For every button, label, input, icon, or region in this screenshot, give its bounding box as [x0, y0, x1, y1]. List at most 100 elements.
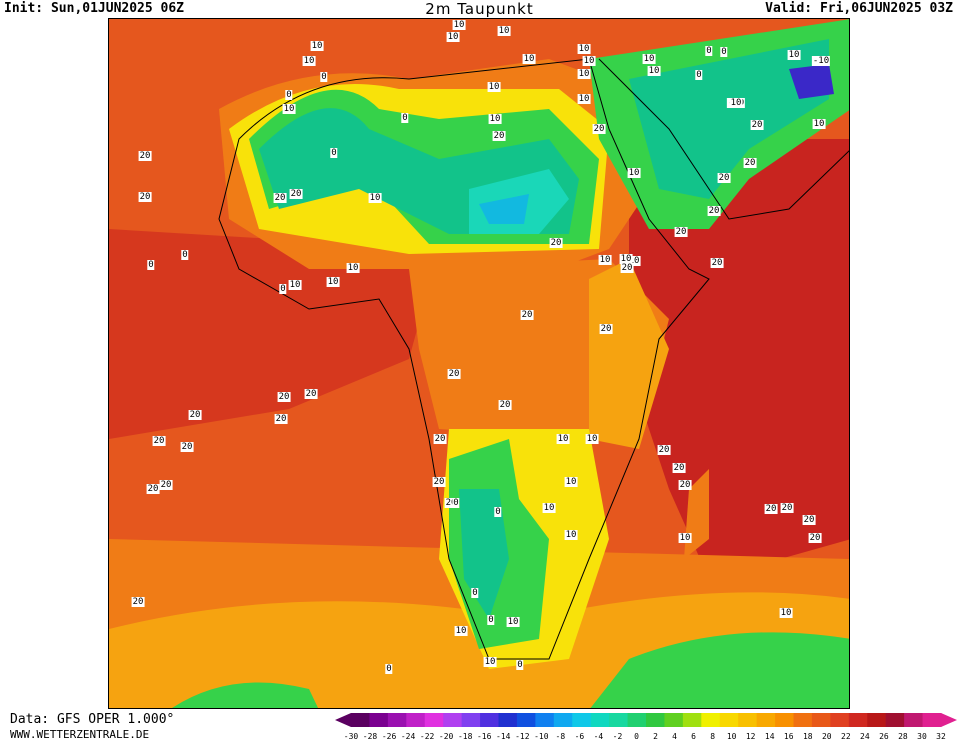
contour-label: 10 — [302, 56, 316, 66]
arabia-blue — [789, 64, 834, 99]
scale-tick-label: -18 — [458, 732, 473, 741]
contour-label: 20 — [678, 480, 692, 490]
scale-tick-label: -12 — [515, 732, 530, 741]
contour-label: 0 — [181, 250, 189, 260]
contour-label: 10 — [452, 20, 466, 30]
contour-label: 10 — [326, 277, 340, 287]
contour-label: 20 — [277, 392, 291, 402]
contour-label: 20 — [492, 131, 506, 141]
scale-swatch — [646, 713, 665, 727]
scale-tick-label: 8 — [710, 732, 715, 741]
scale-swatch — [867, 713, 887, 727]
contour-label: 20 — [808, 533, 822, 543]
contour-label: 20 — [717, 173, 731, 183]
contour-label: 10 — [497, 26, 511, 36]
scale-tick-label: 14 — [765, 732, 775, 741]
scale-swatch — [516, 713, 536, 727]
contour-label: 10 — [488, 114, 502, 124]
scale-tick-label: 28 — [898, 732, 908, 741]
contour-label: 10 — [288, 280, 302, 290]
scale-tick-label: -20 — [439, 732, 454, 741]
scale-swatch — [664, 713, 684, 727]
scale-tick-label: -4 — [594, 732, 604, 741]
scale-tick-label: -6 — [575, 732, 585, 741]
contour-label: 10 — [483, 657, 497, 667]
scale-swatch — [775, 713, 794, 727]
scale-tick-label: -10 — [534, 732, 549, 741]
contour-label: 20 — [592, 124, 606, 134]
scale-tick-label: -30 — [344, 732, 359, 741]
contour-label: 0 — [279, 284, 287, 294]
dewpoint-map: 10101010101010101000001010101010-10-1000… — [108, 18, 850, 709]
scale-swatch — [424, 713, 444, 727]
contour-label: 10 — [487, 82, 501, 92]
scale-swatch — [387, 713, 407, 727]
contour-label: 10 — [779, 608, 793, 618]
scale-tick-label: -8 — [556, 732, 566, 741]
contour-label: 20 — [304, 389, 318, 399]
contour-label: 10 — [454, 626, 468, 636]
contour-label: 20 — [764, 504, 778, 514]
contour-label: 10 — [585, 434, 599, 444]
scale-swatch — [461, 713, 481, 727]
contour-label: 10 — [368, 193, 382, 203]
scale-tick-label: 10 — [727, 732, 737, 741]
contour-label: 10 — [556, 434, 570, 444]
scale-swatch — [756, 713, 776, 727]
south-ocean-green-west — [172, 682, 319, 708]
scale-arrow-right — [941, 713, 957, 727]
contour-label: 0 — [516, 660, 524, 670]
scale-tick-label: -26 — [382, 732, 397, 741]
scale-arrow-left — [335, 713, 351, 727]
scale-swatch — [535, 713, 555, 727]
contour-label: 0 — [452, 498, 460, 508]
contour-label: 10 — [577, 69, 591, 79]
scale-swatch — [351, 713, 370, 727]
contour-label: 10 — [647, 66, 661, 76]
contour-label: 20 — [447, 369, 461, 379]
contour-label: 0 — [330, 148, 338, 158]
scale-swatch — [443, 713, 463, 727]
scale-swatch — [406, 713, 426, 727]
contour-label: 10 — [627, 168, 641, 178]
contour-label: 0 — [471, 588, 479, 598]
contour-label: 20 — [433, 434, 447, 444]
contour-label: 20 — [289, 189, 303, 199]
scale-tick-label: 12 — [746, 732, 756, 741]
scale-swatch — [811, 713, 831, 727]
sahara-blue — [479, 194, 529, 224]
contour-label: 20 — [138, 151, 152, 161]
south-land-teal — [459, 489, 509, 619]
contour-label: 20 — [743, 158, 757, 168]
scale-tick-label: 22 — [841, 732, 851, 741]
hot-ocean-west — [109, 229, 439, 439]
contour-label: 10 — [642, 54, 656, 64]
contour-label: 10 — [564, 530, 578, 540]
scale-tick-label: 2 — [653, 732, 658, 741]
map-title: 2m Taupunkt — [425, 0, 534, 18]
scale-swatch — [848, 713, 868, 727]
contour-label: 10 — [812, 119, 826, 129]
contour-label: 20 — [672, 463, 686, 473]
scale-swatch — [885, 713, 905, 727]
scale-swatch — [572, 713, 592, 727]
contour-label: 20 — [432, 477, 446, 487]
map-fields — [109, 19, 849, 708]
arabia-coastline — [598, 58, 849, 220]
scale-tick-label: 4 — [672, 732, 677, 741]
contour-label: 0 — [705, 46, 713, 56]
contour-label: 0 — [720, 47, 728, 57]
scale-tick-label: 0 — [634, 732, 639, 741]
east-africa-lightorange — [589, 259, 669, 449]
scale-tick-label: -16 — [477, 732, 492, 741]
scale-swatch — [627, 713, 647, 727]
contour-label: 20 — [146, 484, 160, 494]
contour-label: 0 — [285, 90, 293, 100]
contour-label: 10 — [627, 256, 641, 266]
scale-tick-label: 24 — [860, 732, 870, 741]
contour-label: 20 — [802, 515, 816, 525]
scale-swatch — [738, 713, 758, 727]
contour-label: 0 — [695, 70, 703, 80]
scale-tick-label: 20 — [822, 732, 832, 741]
scale-swatch — [830, 713, 850, 727]
